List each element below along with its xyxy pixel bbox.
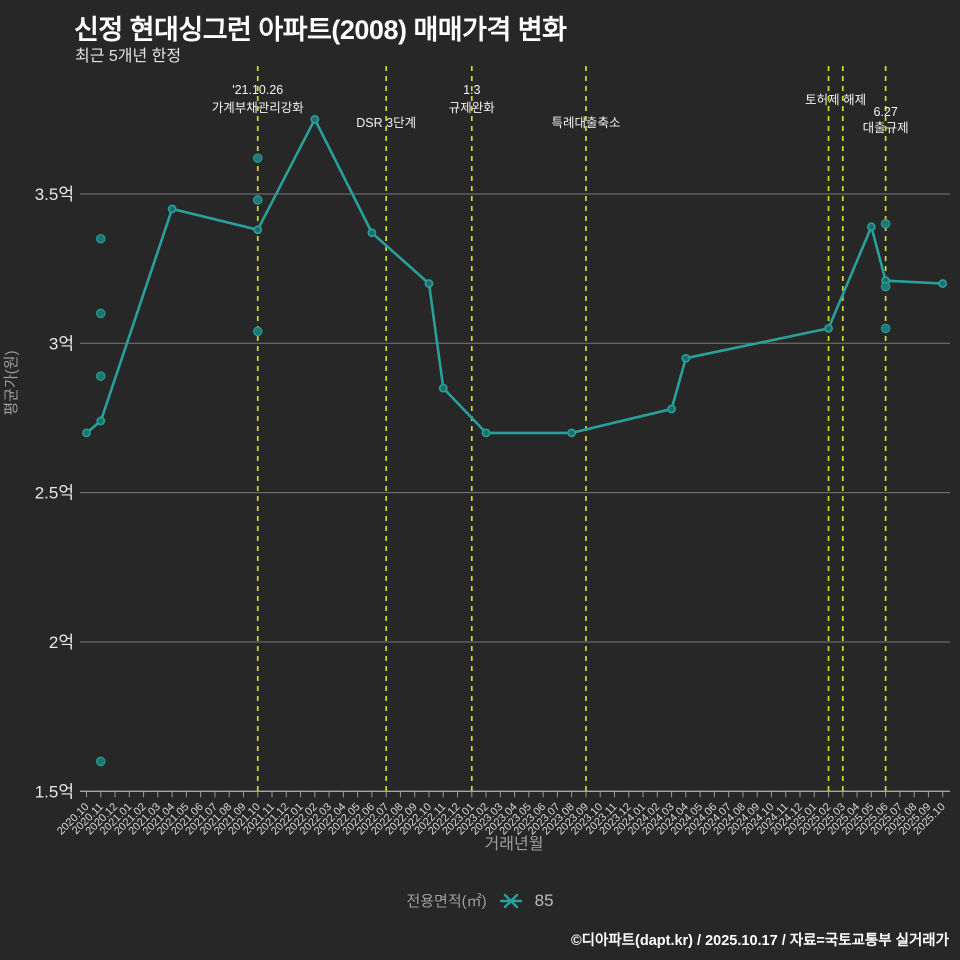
price-point[interactable] <box>938 279 948 288</box>
price-line <box>85 118 943 435</box>
price-point[interactable] <box>310 114 320 124</box>
transaction-point[interactable] <box>880 219 891 229</box>
transaction-point[interactable] <box>95 233 106 244</box>
event-label: '21.10.26 <box>232 83 283 97</box>
y-tick-label: 2.5억 <box>35 484 74 503</box>
event-label: 대출규제 <box>863 121 909 135</box>
event-label: 특례대출축소 <box>551 116 620 130</box>
legend-series-label: 전용면적(㎡) <box>406 893 487 910</box>
price-point[interactable] <box>567 428 577 438</box>
price-point[interactable] <box>667 404 676 414</box>
price-point[interactable] <box>424 279 434 288</box>
transaction-point[interactable] <box>95 308 106 319</box>
transaction-point[interactable] <box>95 371 106 381</box>
transaction-point[interactable] <box>880 281 891 292</box>
price-point[interactable] <box>367 228 377 238</box>
price-point[interactable] <box>481 428 491 438</box>
price-point[interactable] <box>438 383 448 393</box>
event-label: 규제완화 <box>449 101 496 115</box>
event-label: 가계부채관리강화 <box>212 101 305 115</box>
event-label: 6.27 <box>873 105 897 119</box>
page-title: 신정 현대싱그런 아파트(2008) 매매가격 변화 <box>74 15 567 45</box>
y-tick-label: 2억 <box>49 633 74 652</box>
event-label: 1.3 <box>463 83 480 97</box>
transaction-point[interactable] <box>252 326 263 337</box>
y-axis-title: 평균가(원) <box>3 350 20 415</box>
price-point[interactable] <box>167 204 177 214</box>
transaction-point[interactable] <box>880 323 891 334</box>
x-axis-title: 거래년월 <box>485 835 544 853</box>
y-tick-label: 3억 <box>49 334 74 353</box>
y-tick-label: 3.5억 <box>35 185 74 204</box>
legend-series-value: 85 <box>534 890 554 910</box>
price-point[interactable] <box>681 353 691 363</box>
price-point[interactable] <box>82 428 91 438</box>
y-tick-label: 1.5억 <box>35 782 74 801</box>
price-point[interactable] <box>866 222 876 232</box>
legend[interactable]: 전용면적(㎡) 85 <box>0 890 960 911</box>
transaction-point[interactable] <box>252 195 263 205</box>
event-label: DSR 3단계 <box>356 116 416 130</box>
asterisk-icon <box>499 893 522 908</box>
transaction-point[interactable] <box>252 153 263 163</box>
transaction-point[interactable] <box>95 756 106 767</box>
price-point[interactable] <box>96 416 106 426</box>
price-point[interactable] <box>824 323 833 333</box>
event-label: 토허제 해제 <box>805 93 866 107</box>
price-point[interactable] <box>253 225 263 235</box>
copyright-footer: ©디아파트(dapt.kr) / 2025.10.17 / 자료=국토교통부 실… <box>570 933 949 949</box>
page-subtitle: 최근 5개년 한정 <box>75 48 182 65</box>
